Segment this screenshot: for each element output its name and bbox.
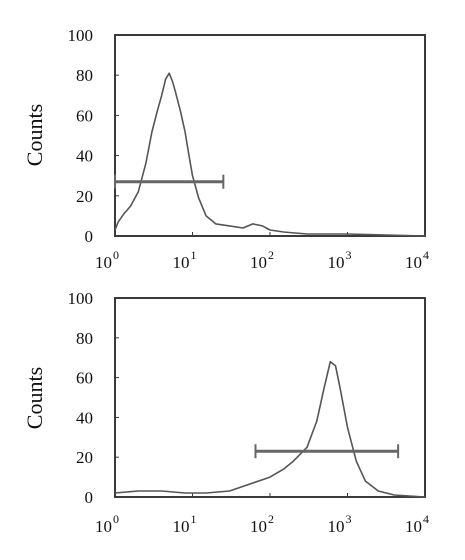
x-tick-base: 10 — [250, 517, 267, 536]
y-axis-label: Counts — [22, 367, 47, 429]
y-tick-label: 80 — [76, 66, 93, 85]
x-tick-exponent: 2 — [268, 248, 274, 262]
x-tick-exponent: 0 — [113, 512, 119, 526]
x-tick-label: 10 0 — [95, 248, 119, 272]
y-tick-label: 0 — [85, 227, 94, 246]
x-tick-exponent: 0 — [113, 248, 119, 262]
y-tick-label: 40 — [76, 147, 93, 166]
x-tick-label: 10 1 — [173, 512, 197, 536]
histogram-curve — [114, 360, 426, 498]
plot-frame — [114, 297, 426, 498]
x-tick-base: 10 — [405, 517, 422, 536]
x-tick-label: 10 2 — [250, 512, 274, 536]
y-tick-label: 60 — [76, 369, 93, 388]
y-tick-label: 60 — [76, 106, 93, 125]
plot-frame — [114, 34, 426, 237]
x-tick-label: 10 0 — [95, 512, 119, 536]
x-tick-base: 10 — [328, 253, 345, 272]
x-tick-exponent: 4 — [423, 248, 429, 262]
x-tick-label: 10 2 — [250, 248, 274, 272]
x-tick-exponent: 3 — [346, 512, 352, 526]
gate-marker — [114, 174, 225, 189]
x-tick-base: 10 — [328, 517, 345, 536]
x-tick-exponent: 2 — [268, 512, 274, 526]
y-tick-label: 20 — [76, 448, 93, 467]
y-tick-label: 80 — [76, 329, 93, 348]
x-tick-exponent: 1 — [191, 248, 197, 262]
x-tick-base: 10 — [95, 253, 112, 272]
x-tick-base: 10 — [405, 253, 422, 272]
y-tick-label: 0 — [85, 488, 94, 507]
y-tick-label: 40 — [76, 408, 93, 427]
x-tick-label: 10 4 — [405, 248, 429, 272]
x-tick-label: 10 4 — [405, 512, 429, 536]
x-tick-base: 10 — [173, 517, 190, 536]
y-tick-label: 100 — [68, 26, 94, 45]
histogram-curve — [114, 72, 426, 237]
y-tick-label: 100 — [68, 289, 94, 308]
gate-marker — [254, 444, 400, 459]
x-tick-exponent: 3 — [346, 248, 352, 262]
x-tick-base: 10 — [95, 517, 112, 536]
x-tick-label: 10 3 — [328, 248, 352, 272]
y-axis-label: Counts — [22, 104, 47, 166]
x-tick-base: 10 — [250, 253, 267, 272]
x-tick-label: 10 1 — [173, 248, 197, 272]
x-tick-exponent: 1 — [191, 512, 197, 526]
x-tick-label: 10 3 — [328, 512, 352, 536]
y-tick-label: 20 — [76, 187, 93, 206]
x-tick-base: 10 — [173, 253, 190, 272]
x-tick-exponent: 4 — [423, 512, 429, 526]
